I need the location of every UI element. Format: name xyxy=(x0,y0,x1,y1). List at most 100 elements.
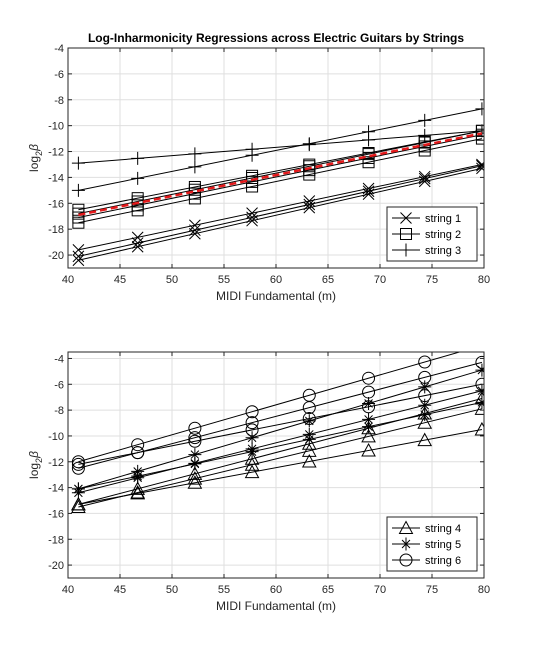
square-marker xyxy=(303,158,316,171)
square-marker xyxy=(362,147,375,160)
x-tick-label: 60 xyxy=(270,274,282,286)
series-line xyxy=(78,408,483,508)
plus-marker xyxy=(302,138,316,152)
x-tick-label: 40 xyxy=(62,584,74,596)
series-line xyxy=(78,165,483,257)
x-marker xyxy=(476,158,484,171)
series-line xyxy=(78,361,483,469)
x-marker xyxy=(303,201,316,214)
ticks: 40 45 50 55 60 65 70 75 80 -4 -6 -8 -10 -12 -14 -16 -18 -… xyxy=(48,352,490,596)
legend-entry: string 3 xyxy=(392,243,461,257)
triangle-marker xyxy=(130,481,146,495)
x-marker xyxy=(246,214,258,227)
triangle-marker xyxy=(187,466,203,480)
circle-marker xyxy=(245,416,259,430)
y-tick-label: -4 xyxy=(54,353,64,365)
triangle-marker xyxy=(301,453,317,468)
x-tick-label: 65 xyxy=(322,274,334,286)
circle-marker xyxy=(481,352,483,353)
square-marker xyxy=(400,228,412,240)
x-tick-label: 60 xyxy=(270,584,282,596)
asterisk-marker xyxy=(399,537,413,551)
x-tick-label: 40 xyxy=(62,274,74,286)
asterisk-marker xyxy=(302,427,316,441)
square-marker xyxy=(72,203,85,216)
x-marker xyxy=(189,227,201,240)
legend-entry: string 5 xyxy=(392,537,461,551)
circle-marker xyxy=(362,400,376,414)
series-line xyxy=(78,352,462,463)
series-line xyxy=(78,108,483,191)
circle-marker xyxy=(71,455,85,469)
triangle-marker xyxy=(361,442,376,457)
series-line xyxy=(78,390,483,494)
x-tick-label: 55 xyxy=(218,584,230,596)
x-marker xyxy=(418,175,431,188)
series-line xyxy=(78,163,483,251)
series-line xyxy=(78,167,483,261)
series-line xyxy=(78,401,483,490)
series-line xyxy=(78,130,482,164)
triangle-marker xyxy=(244,451,260,465)
series-string-1 xyxy=(72,158,484,267)
series-string-5 xyxy=(71,363,484,500)
series-mean-fit xyxy=(78,132,483,217)
plus-marker xyxy=(71,156,85,170)
x-tick-label: 65 xyxy=(322,584,334,596)
plus-marker xyxy=(399,243,413,257)
plus-marker xyxy=(362,133,376,147)
x-axis-label: MIDI Fundamental (m) xyxy=(216,289,336,303)
asterisk-marker xyxy=(71,482,85,496)
asterisk-marker xyxy=(188,448,202,462)
x-tick-label: 75 xyxy=(426,584,438,596)
y-axis-label: log2β xyxy=(27,144,44,172)
legend: string 4 string 5 string 6 xyxy=(386,516,478,572)
x-tick-label: 50 xyxy=(166,584,178,596)
asterisk-marker xyxy=(418,398,432,412)
asterisk-marker xyxy=(131,464,145,478)
triangle-marker xyxy=(244,464,260,479)
circle-marker xyxy=(418,355,432,369)
y-tick-label: -12 xyxy=(48,147,64,159)
y-tick-label: -20 xyxy=(48,250,64,262)
asterisk-marker xyxy=(362,420,376,434)
circle-marker xyxy=(475,377,484,391)
square-marker xyxy=(362,156,375,169)
triangle-marker xyxy=(301,443,317,457)
asterisk-marker xyxy=(418,380,432,394)
series-string-2 xyxy=(72,124,484,229)
series-string-4 xyxy=(71,390,484,513)
asterisk-marker xyxy=(418,408,432,422)
x-tick-label: 45 xyxy=(114,274,126,286)
legend: string 1 string 2 string 3 xyxy=(386,206,478,262)
circle-marker xyxy=(71,461,85,475)
y-tick-label: -10 xyxy=(48,431,64,443)
triangle-marker xyxy=(417,415,433,429)
triangle-marker xyxy=(474,421,484,436)
circle-marker xyxy=(362,371,376,385)
x-marker xyxy=(131,237,144,249)
legend-entry: string 1 xyxy=(392,212,461,225)
circle-marker xyxy=(302,412,316,426)
asterisk-marker xyxy=(188,456,202,470)
y-axis-label: log2β xyxy=(27,451,44,479)
chart-title: Log-Inharmonicity Regressions across Ele… xyxy=(88,31,464,45)
plus-marker xyxy=(188,147,202,161)
circle-marker xyxy=(245,423,259,437)
triangle-marker xyxy=(187,471,203,485)
plus-marker xyxy=(71,183,85,197)
y-tick-label: -12 xyxy=(48,457,64,469)
plus-marker xyxy=(131,151,145,165)
data-layer xyxy=(71,352,484,513)
x-tick-label: 70 xyxy=(374,274,386,286)
asterisk-marker xyxy=(245,442,259,456)
plus-marker xyxy=(475,124,484,138)
x-marker xyxy=(476,162,484,175)
data-layer xyxy=(71,102,484,267)
legend-entry: string 4 xyxy=(392,520,461,535)
series-line xyxy=(78,428,483,505)
chart-top: 40 45 50 55 60 65 70 75 80 -4 -6 -8 -10 -12 -14 -16 -18 -… xyxy=(27,31,490,303)
legend-label: string 2 xyxy=(425,229,461,241)
y-tick-label: -16 xyxy=(48,508,64,520)
